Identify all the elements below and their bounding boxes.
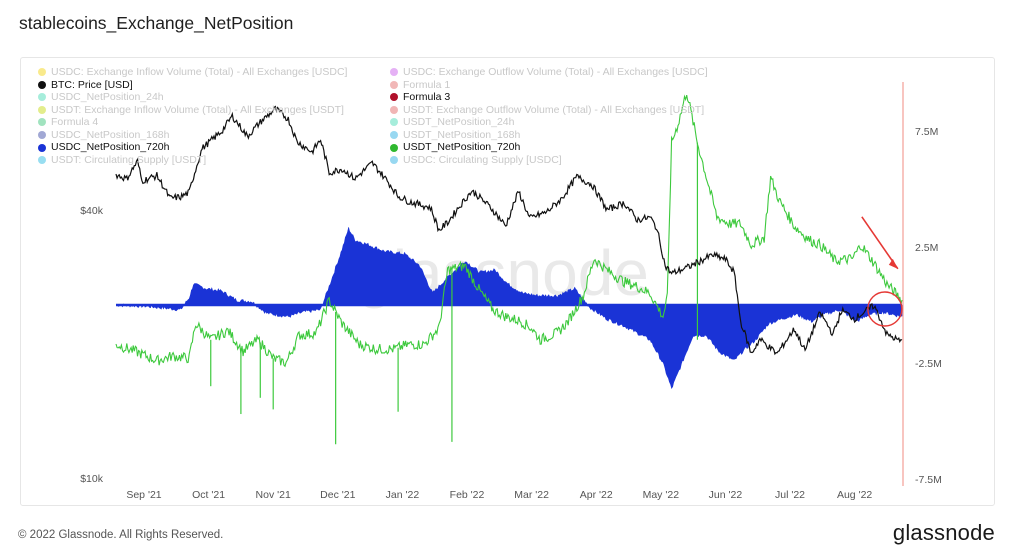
x-tick-label: Sep '21 <box>126 489 161 501</box>
legend-swatch-icon <box>390 118 398 127</box>
chart-title: stablecoins_Exchange_NetPosition <box>19 13 294 33</box>
x-tick-label: Feb '22 <box>450 489 485 501</box>
annotation-circle <box>867 291 903 327</box>
legend-swatch-icon <box>38 131 46 140</box>
legend-label: USDT: Circulating Supply [USDT] <box>51 153 207 166</box>
x-tick-label: Mar '22 <box>514 489 549 501</box>
legend-swatch-icon <box>38 143 46 152</box>
usdt-720h-path <box>115 94 903 368</box>
legend-label: Formula 4 <box>51 116 99 129</box>
legend-label: Formula 1 <box>403 78 451 91</box>
legend-label: USDT_NetPosition_24h <box>403 116 515 129</box>
legend-label: USDC_NetPosition_168h <box>51 128 170 141</box>
annotations <box>861 216 903 327</box>
legend-swatch-icon <box>390 80 398 89</box>
y-left-tick-label: $40k <box>80 205 104 217</box>
legend-swatch-icon <box>38 80 46 89</box>
legend-label: USDC_NetPosition_24h <box>51 91 164 104</box>
x-tick-label: Jan '22 <box>386 489 420 501</box>
axes: $10k $40k 7.5M 2.5M -2.5M -7.5M Sep '21 Oct '21… <box>80 82 942 501</box>
legend-item[interactable]: USDT_NetPosition_720h <box>390 141 520 154</box>
legend-swatch-icon <box>38 105 46 114</box>
legend-swatch-icon <box>38 68 46 77</box>
x-tick-label: Aug '22 <box>837 489 872 501</box>
legend-label: USDT: Exchange Inflow Volume (Total) - A… <box>51 103 344 116</box>
x-tick-label: Dec '21 <box>320 489 355 501</box>
legend-item[interactable]: USDT_NetPosition_168h <box>390 129 520 142</box>
legend-item[interactable]: BTC: Price [USD] <box>38 79 133 92</box>
legend-item[interactable]: USDC: Exchange Inflow Volume (Total) - A… <box>38 66 347 79</box>
legend-swatch-icon <box>390 68 398 77</box>
legend-label: USDT_NetPosition_168h <box>403 128 521 141</box>
legend-swatch-icon <box>38 93 46 102</box>
legend-label: Formula 3 <box>403 91 451 104</box>
legend-swatch-icon <box>390 105 398 114</box>
legend-item[interactable]: Formula 1 <box>390 79 450 92</box>
legend-item[interactable]: USDT: Exchange Inflow Volume (Total) - A… <box>38 104 344 117</box>
legend-item[interactable]: Formula 4 <box>38 116 98 129</box>
y-right-tick-label: -2.5M <box>915 358 942 370</box>
legend-label: BTC: Price [USD] <box>51 78 133 91</box>
y-right-tick-label: 7.5M <box>915 126 938 138</box>
copyright-text: © 2022 Glassnode. All Rights Reserved. <box>18 529 224 541</box>
legend-swatch-icon <box>390 143 398 152</box>
legend-swatch-icon <box>38 118 46 127</box>
legend-swatch-icon <box>390 93 398 102</box>
btc-price-line <box>115 105 903 356</box>
legend-label: USDC: Circulating Supply [USDC] <box>403 153 562 166</box>
legend-item[interactable]: USDC: Exchange Outflow Volume (Total) - … <box>390 66 708 79</box>
x-tick-label: Apr '22 <box>580 489 613 501</box>
usdt-netposition-720h-line <box>115 94 903 445</box>
x-tick-label: May '22 <box>643 489 680 501</box>
legend-item[interactable]: USDT: Exchange Outflow Volume (Total) - … <box>390 104 704 117</box>
legend-item[interactable]: USDC_NetPosition_24h <box>38 91 164 104</box>
usdc-netposition-720h-area <box>115 227 903 390</box>
x-tick-label: Jun '22 <box>709 489 743 501</box>
y-right-tick-label: -7.5M <box>915 474 942 486</box>
x-tick-label: Nov '21 <box>256 489 291 501</box>
legend-label: USDC: Exchange Outflow Volume (Total) - … <box>403 66 708 78</box>
legend-item[interactable]: USDT_NetPosition_24h <box>390 116 514 129</box>
glassnode-logo: glassnode <box>892 520 995 545</box>
annotation-arrow-shaft <box>861 216 899 270</box>
annotation-arrow-head <box>888 258 898 269</box>
legend-label: USDT_NetPosition_720h <box>403 141 521 154</box>
legend-item[interactable]: Formula 3 <box>390 91 450 104</box>
legend-label: USDC_NetPosition_720h <box>51 141 170 154</box>
chart-card <box>20 57 995 506</box>
legend-swatch-icon <box>390 156 398 165</box>
usdc-720h-area-path <box>115 227 903 390</box>
legend-swatch-icon <box>390 131 398 140</box>
x-tick-label: Jul '22 <box>775 489 805 501</box>
y-right-tick-label: 2.5M <box>915 242 938 254</box>
legend-label: USDT: Exchange Outflow Volume (Total) - … <box>403 103 705 116</box>
x-tick-label: Oct '21 <box>192 489 225 501</box>
legend-swatch-icon <box>38 156 46 165</box>
y-left-tick-label: $10k <box>80 473 104 485</box>
legend-item[interactable]: USDC_NetPosition_168h <box>38 129 169 142</box>
legend-item[interactable]: USDT: Circulating Supply [USDT] <box>38 154 206 167</box>
legend-item[interactable]: USDC_NetPosition_720h <box>38 141 169 154</box>
legend-item[interactable]: USDC: Circulating Supply [USDC] <box>390 154 562 167</box>
btc-price-path <box>115 105 903 356</box>
legend-label: USDC: Exchange Inflow Volume (Total) - A… <box>51 66 348 78</box>
